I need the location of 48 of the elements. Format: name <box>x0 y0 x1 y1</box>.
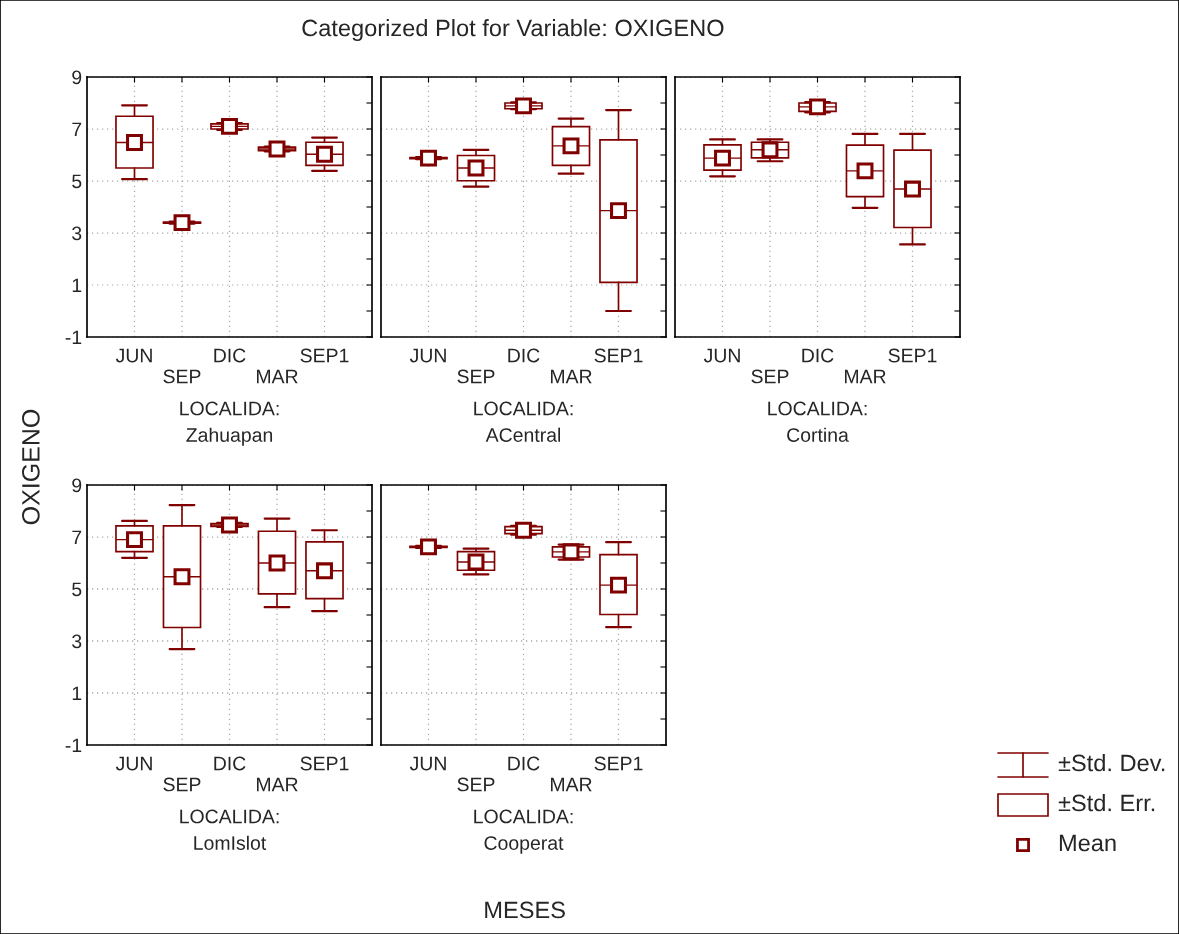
x-tick-label: DIC <box>214 756 246 771</box>
x-axis-title: LOCALIDA: ACentral <box>474 401 573 442</box>
x-tick-label: MAR <box>550 777 592 792</box>
x-tick-label: SEP1 <box>300 756 349 771</box>
x-tick-label: SEP1 <box>594 756 643 771</box>
x-tick-label: JUN <box>115 348 152 363</box>
y-tick-label: 9 <box>72 70 82 85</box>
x-tick-label: JUN <box>115 756 152 771</box>
x-tick-label: SEP <box>751 369 789 384</box>
x-tick-label: SEP1 <box>300 348 349 363</box>
y-tick-label: 1 <box>72 278 82 293</box>
y-tick-label: 7 <box>72 530 82 545</box>
x-tick-label: SEP <box>457 777 495 792</box>
x-axis-title: LOCALIDA: Cooperat <box>474 809 573 854</box>
x-tick-label: MAR <box>256 369 298 384</box>
y-tick-label: 3 <box>72 226 82 241</box>
x-axis-title: LOCALIDA: Cortina <box>768 401 867 442</box>
x-tick-label: SEP1 <box>888 348 937 363</box>
x-tick-label: MAR <box>844 369 886 384</box>
y-tick-label: 5 <box>72 174 82 189</box>
y-tick-label: 9 <box>72 478 82 493</box>
x-tick-label: DIC <box>214 348 246 363</box>
y-tick-label: -1 <box>65 330 82 345</box>
text: Categorized Plot for Variable: OXIGENO <box>302 19 724 42</box>
text: ±Std. Dev. <box>1058 753 1165 772</box>
x-tick-label: DIC <box>802 348 834 363</box>
y-tick-label: 1 <box>72 686 82 701</box>
text: MESES <box>485 901 565 919</box>
text: ±Std. Err. <box>1058 793 1155 812</box>
x-tick-label: SEP <box>457 369 495 384</box>
x-tick-label: DIC <box>508 756 540 771</box>
y-tick-label: 3 <box>72 634 82 649</box>
x-tick-label: JUN <box>409 348 446 363</box>
x-tick-label: JUN <box>409 756 446 771</box>
y-tick-label: 5 <box>72 582 82 597</box>
x-tick-label: MAR <box>550 369 592 384</box>
x-tick-label: DIC <box>508 348 540 363</box>
y-tick-label: -1 <box>65 738 82 753</box>
y-axis-title: OXIGENO <box>22 409 40 525</box>
x-tick-label: MAR <box>256 777 298 792</box>
y-tick-label: 7 <box>72 122 82 137</box>
x-tick-label: SEP <box>163 369 201 384</box>
x-axis-title: LOCALIDA: Zahuapan <box>180 401 279 446</box>
text: Mean <box>1059 834 1116 852</box>
x-tick-label: SEP1 <box>594 348 643 363</box>
x-tick-label: JUN <box>703 348 740 363</box>
x-tick-label: SEP <box>163 777 201 792</box>
x-axis-title: LOCALIDA: LomIslot <box>180 809 279 850</box>
